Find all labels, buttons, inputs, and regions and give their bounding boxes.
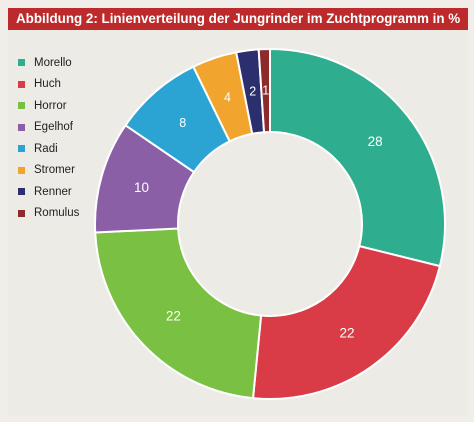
slice-morello — [269, 47, 446, 268]
legend-label: Romulus — [34, 207, 80, 220]
legend-label: Huch — [34, 78, 61, 91]
legend-swatch — [18, 80, 25, 88]
slice-huch — [251, 244, 442, 400]
legend-swatch — [18, 166, 25, 174]
legend-label: Morello — [34, 56, 72, 69]
slice-label-renner: 2 — [249, 85, 256, 99]
slice-horror — [94, 227, 263, 400]
legend-item-romulus: Romulus — [18, 203, 79, 225]
legend-label: Egelhof — [34, 121, 74, 134]
donut-labels: 28 22 22 10 8 4 2 1 — [134, 84, 383, 341]
legend-swatch — [18, 123, 25, 131]
slice-label-horror: 22 — [166, 309, 181, 324]
legend-item-egelhof: Egelhof — [18, 117, 79, 139]
legend-item-radi: Radi — [18, 138, 79, 160]
legend-item-renner: Renner — [18, 181, 79, 203]
slice-label-romulus: 1 — [262, 84, 269, 98]
legend-label: Stromer — [34, 164, 75, 177]
legend-swatch — [18, 209, 25, 217]
legend-item-horror: Horror — [18, 95, 79, 117]
legend-label: Renner — [34, 185, 72, 198]
legend-swatch — [18, 145, 25, 153]
chart-legend: Morello Huch Horror Egelhof Radi Stromer Renne… — [18, 52, 79, 224]
slice-label-egelhof: 10 — [134, 180, 149, 195]
legend-swatch — [18, 188, 25, 196]
legend-swatch — [18, 102, 25, 110]
legend-item-huch: Huch — [18, 74, 79, 96]
legend-item-stromer: Stromer — [18, 160, 79, 182]
legend-swatch — [18, 59, 25, 67]
legend-label: Radi — [34, 142, 58, 155]
slice-label-morello: 28 — [368, 134, 383, 149]
legend-label: Horror — [34, 99, 67, 112]
donut-slices — [94, 47, 446, 400]
slice-romulus — [257, 47, 271, 134]
chart-title: Abbildung 2: Linienverteilung der Jungri… — [8, 8, 468, 30]
slice-label-stromer: 4 — [224, 90, 231, 104]
legend-item-morello: Morello — [18, 52, 79, 74]
slice-label-huch: 22 — [340, 326, 355, 341]
slice-label-radi: 8 — [179, 116, 186, 130]
